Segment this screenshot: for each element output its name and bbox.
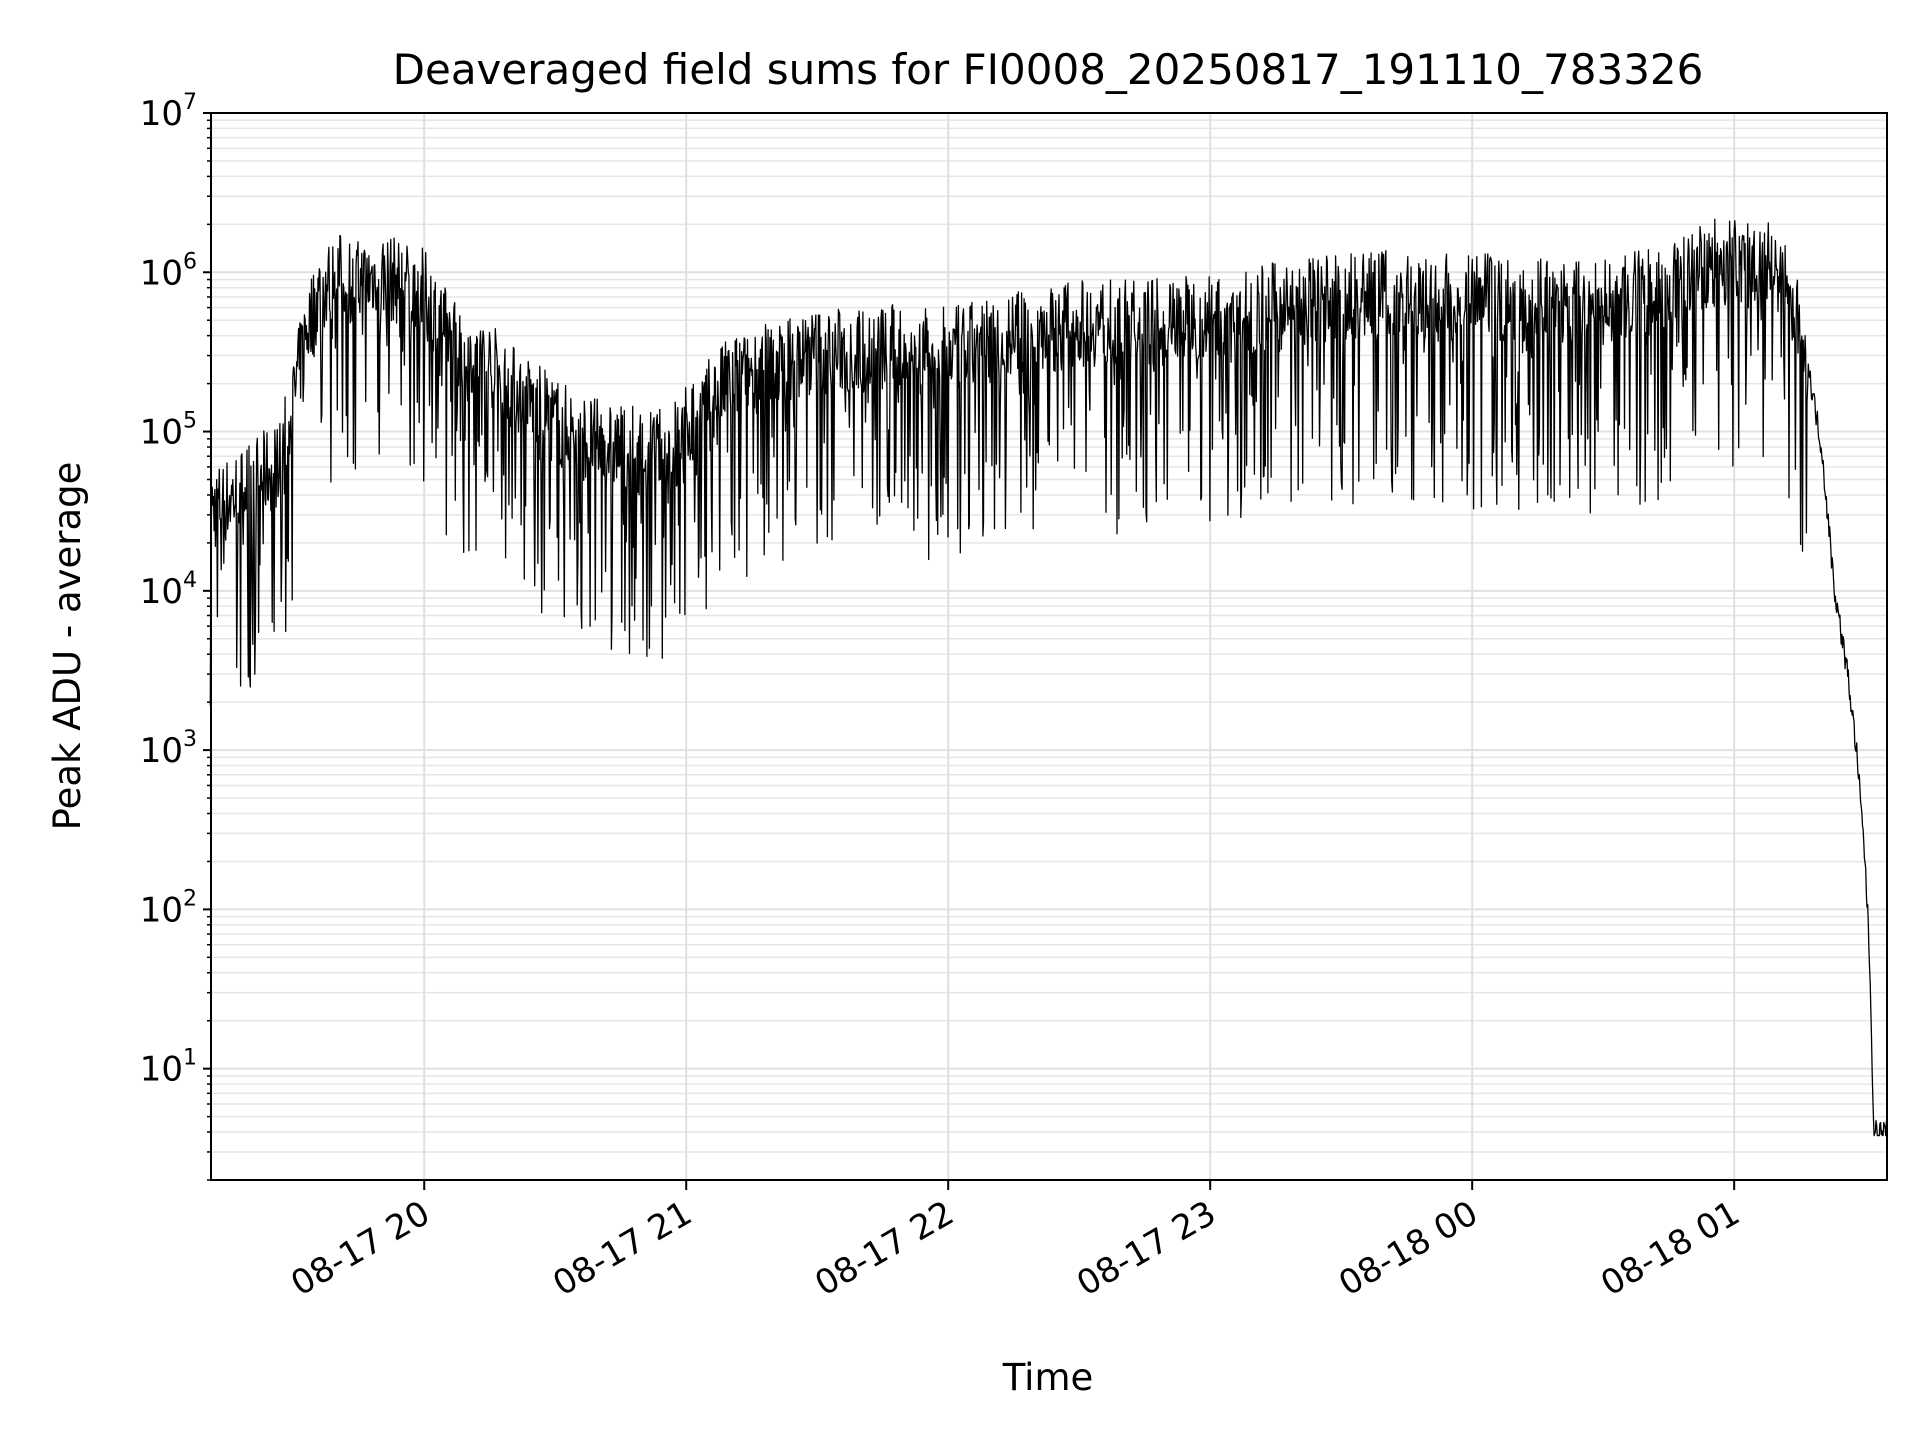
plot-frame [210,112,1888,1181]
y-tick-label: 106 [140,249,197,293]
chart-title: Deaveraged field sums for FI0008_2025081… [393,45,1704,94]
x-axis-label: Time [1002,1356,1094,1399]
y-axis-label: Peak ADU - average [46,462,89,831]
y-tick-label: 101 [140,1046,197,1090]
grid [211,112,1887,1181]
y-tick-label: 107 [140,90,197,134]
y-tick-label: 102 [140,886,197,930]
y-tick-label: 105 [140,409,197,453]
y-tick-label: 104 [140,568,197,612]
data-series-line [209,218,1888,1137]
y-tick-label: 103 [140,727,197,771]
